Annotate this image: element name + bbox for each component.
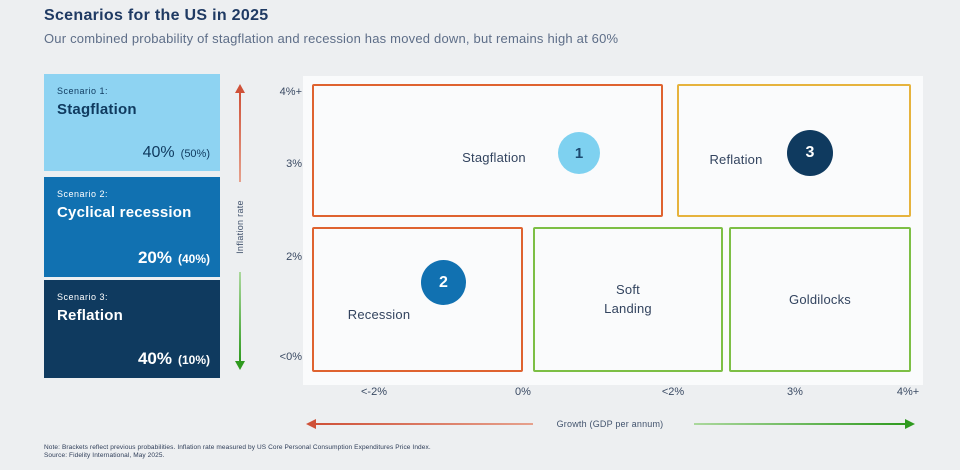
- x-tick: <-2%: [361, 386, 387, 398]
- scenario-name: Stagflation: [57, 101, 137, 118]
- region-label: Recession: [347, 307, 411, 322]
- scenario-number-label: Scenario 1:: [57, 86, 109, 96]
- scenario-name: Reflation: [57, 307, 123, 324]
- inflation-down-arrow-icon: [235, 361, 245, 370]
- region-soft-landing: Soft Landing: [533, 227, 723, 372]
- region-recession: 2 Recession: [312, 227, 523, 372]
- page-subtitle: Our combined probability of stagflation …: [44, 31, 619, 46]
- scenario-card-reflation: Scenario 3: Reflation 40% (10%): [44, 280, 220, 378]
- scenario-number-label: Scenario 3:: [57, 292, 109, 302]
- scenario-card-cyclical-recession: Scenario 2: Cyclical recession 20% (40%): [44, 177, 220, 277]
- region-reflation: Reflation 3: [677, 84, 911, 217]
- y-tick: 2%: [286, 251, 302, 263]
- growth-left-arrow-line: [316, 423, 533, 425]
- probability-previous: (50%): [180, 148, 210, 160]
- inflation-up-arrow-icon: [235, 84, 245, 93]
- probability-current: 40%: [137, 349, 172, 368]
- x-axis-title: Growth (GDP per annum): [556, 419, 664, 429]
- probability-previous: (40%): [177, 252, 210, 266]
- scenario-marker-3: 3: [787, 130, 833, 176]
- scenario-marker-1: 1: [558, 132, 600, 174]
- region-stagflation: Stagflation 1: [312, 84, 663, 217]
- region-goldilocks: Goldilocks: [729, 227, 911, 372]
- region-label: Stagflation: [462, 150, 526, 165]
- probability-current: 20%: [137, 248, 172, 267]
- scenario-name: Cyclical recession: [57, 204, 192, 221]
- probability-current: 40%: [142, 144, 175, 161]
- region-label: Goldilocks: [789, 292, 851, 307]
- region-label: Soft Landing: [604, 282, 652, 316]
- footnote-source: Source: Fidelity International, May 2025…: [44, 452, 165, 459]
- scenario-card-stagflation: Scenario 1: Stagflation 40% (50%): [44, 74, 220, 171]
- scenario-probability: 40% (50%): [143, 144, 210, 162]
- y-tick: <0%: [279, 351, 302, 363]
- x-tick: 4%+: [896, 386, 920, 398]
- x-tick: <2%: [661, 386, 685, 398]
- scenario-marker-2: 2: [421, 260, 466, 305]
- growth-left-arrow-icon: [306, 419, 316, 429]
- scenario-number-label: Scenario 2:: [57, 189, 109, 199]
- inflation-down-arrow-line: [239, 272, 241, 362]
- chart-panel: [303, 76, 923, 385]
- y-tick: 3%: [286, 158, 302, 170]
- region-label: Reflation: [709, 152, 763, 167]
- page-title: Scenarios for the US in 2025: [44, 7, 269, 24]
- growth-right-arrow-icon: [905, 419, 915, 429]
- inflation-up-arrow-line: [239, 92, 241, 182]
- growth-right-arrow-line: [694, 423, 906, 425]
- y-axis-title: Inflation rate: [235, 200, 245, 254]
- y-tick: 4%+: [279, 86, 302, 98]
- probability-previous: (10%): [177, 353, 210, 367]
- x-tick: 3%: [787, 386, 803, 398]
- scenario-probability: 40% (10%): [138, 349, 210, 369]
- x-tick: 0%: [515, 386, 531, 398]
- footnote-note: Note: Brackets reflect previous probabil…: [44, 444, 431, 451]
- scenario-probability: 20% (40%): [138, 248, 210, 268]
